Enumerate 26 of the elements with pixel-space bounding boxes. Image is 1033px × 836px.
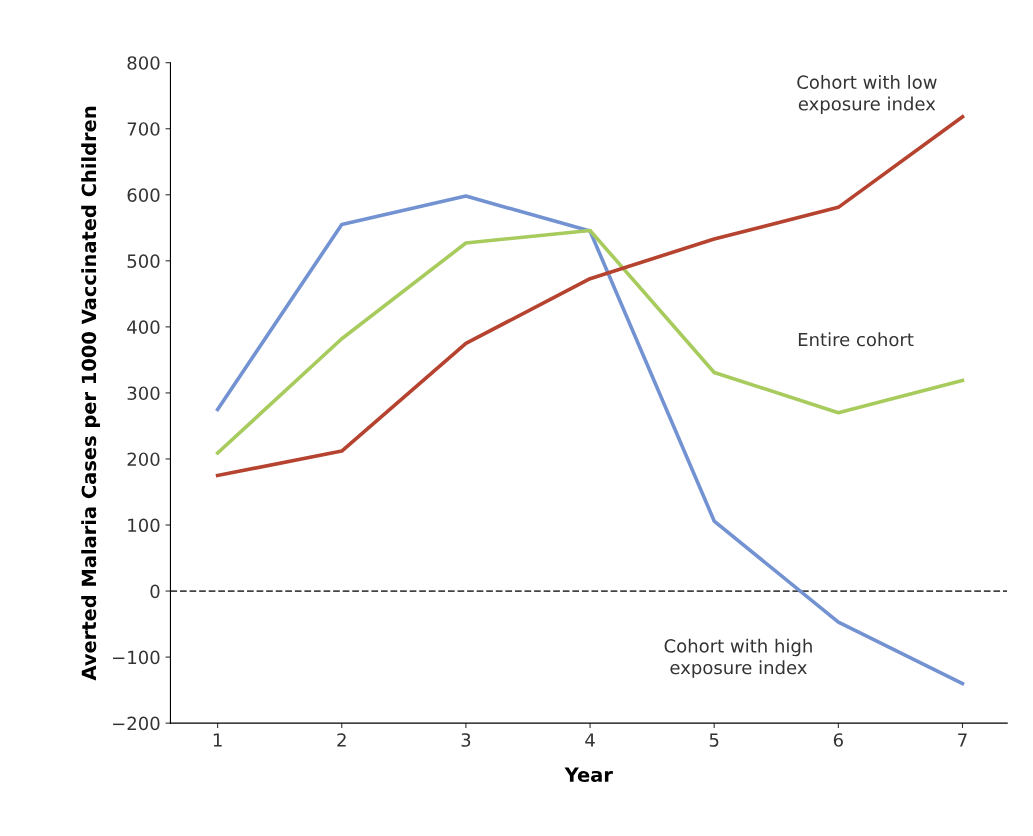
x-tick-label: 2 (337, 733, 346, 747)
y-tick-label: −200 (113, 716, 160, 731)
text: Entire cohort (798, 332, 914, 347)
y-axis-title: Averted Malaria Cases per 1000 Vaccinated Children (81, 106, 101, 681)
y-tick-label: 300 (127, 386, 160, 401)
x-tick-label: 5 (709, 733, 719, 747)
y-tick-label: 400 (127, 320, 160, 334)
x-axis-title: Year (564, 767, 613, 783)
y-tick-label: 600 (127, 188, 160, 202)
y-tick-label: −100 (113, 650, 160, 665)
x-tick-label: 7 (958, 733, 967, 747)
y-tick-label: 100 (128, 518, 160, 533)
y-tick-label: 500 (127, 254, 160, 268)
y-tick-label: 200 (127, 452, 160, 467)
series-label: Cohort with low exposure index (797, 75, 937, 115)
x-tick-label: 6 (833, 733, 843, 747)
x-tick-label: 1 (213, 733, 222, 747)
x-tick-label: 3 (461, 733, 471, 747)
y-tick-label: 700 (127, 122, 160, 136)
y-tick-label: 800 (127, 56, 160, 70)
line-series (215, 115, 965, 478)
x-tick-label: 4 (585, 733, 595, 747)
y-tick-label: 0 (150, 584, 160, 599)
line-series (215, 228, 965, 455)
line-series (215, 194, 965, 686)
series-label: Cohort with high exposure index (664, 638, 812, 678)
